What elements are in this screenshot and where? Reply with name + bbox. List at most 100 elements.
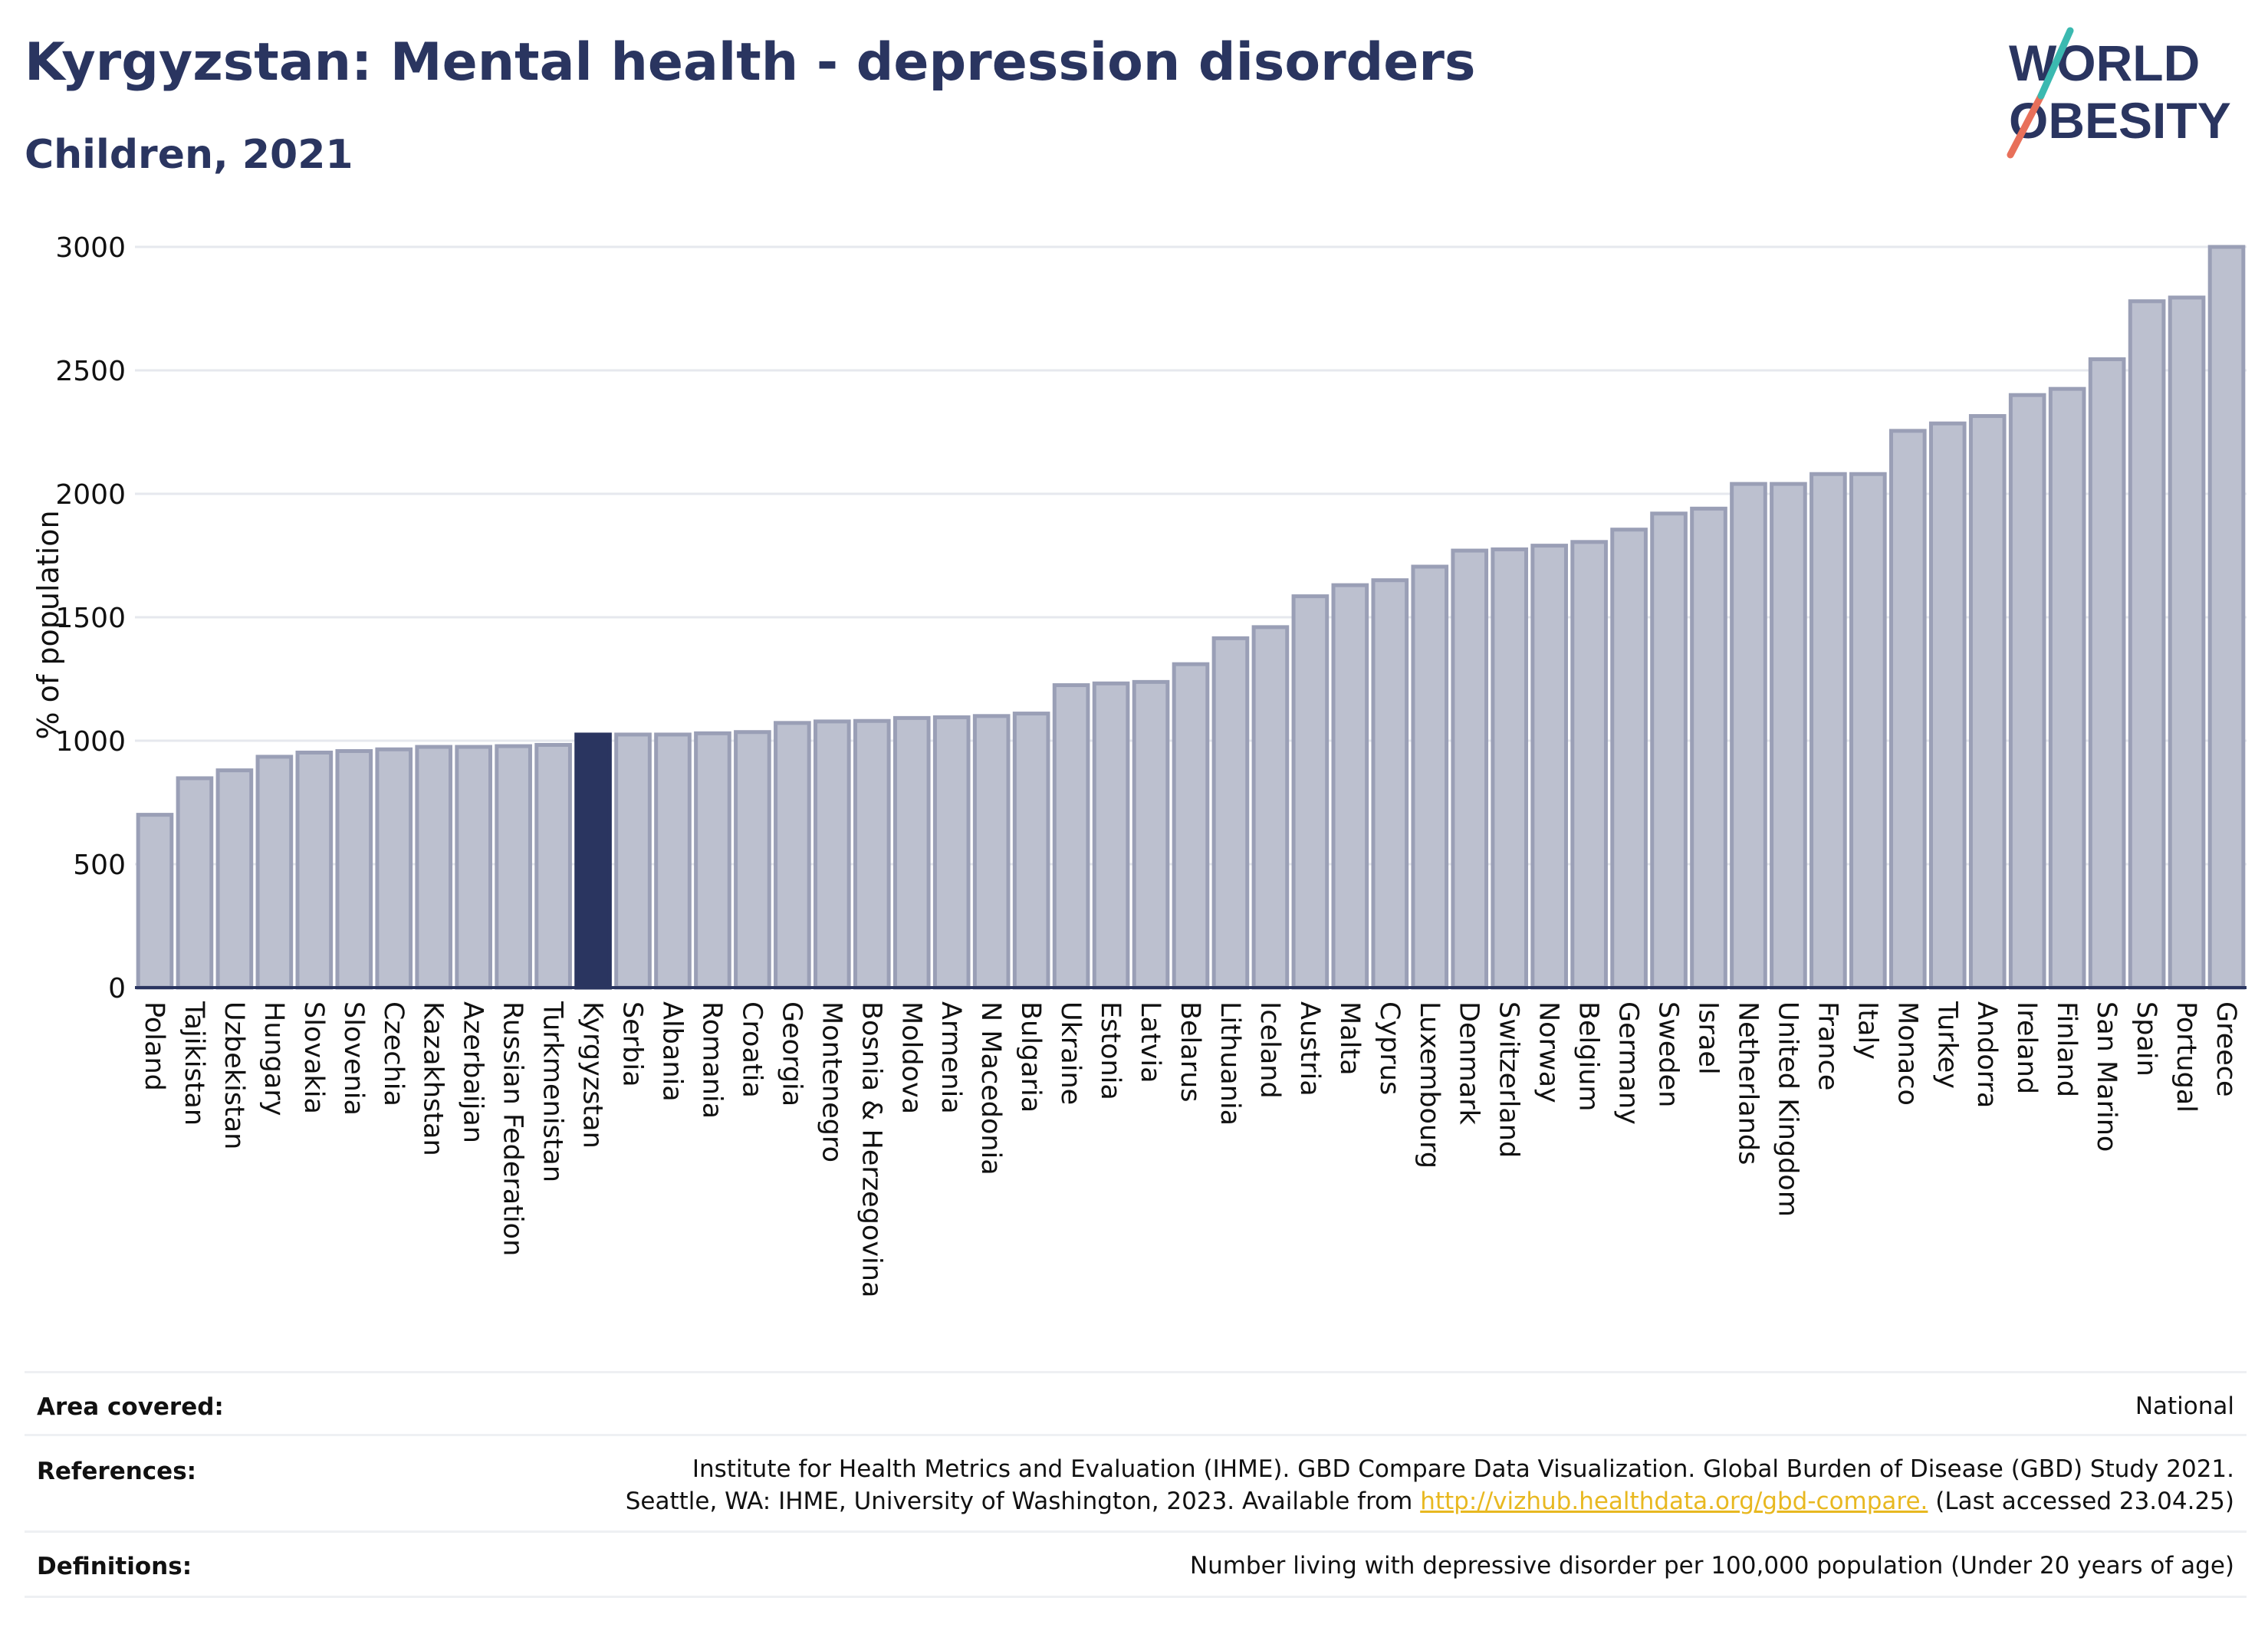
y-tick-label: 0 xyxy=(108,973,126,1004)
x-tick-label: Sweden xyxy=(1653,1001,1684,1107)
bar-montenegro xyxy=(814,719,851,990)
x-tick-label: Greece xyxy=(2210,1001,2241,1097)
references-line-2: Seattle, WA: IHME, University of Washing… xyxy=(626,1485,2234,1517)
bar-bosnia-herzegovina xyxy=(853,718,891,990)
x-tick-label: Azerbaijan xyxy=(458,1001,488,1143)
bar-finland xyxy=(2048,386,2086,990)
x-tick-label: Germany xyxy=(1613,1001,1644,1125)
bar-austria xyxy=(1291,594,1330,990)
bar-malta xyxy=(1331,583,1369,990)
bar-cyprus xyxy=(1371,578,1409,990)
bar-moldova xyxy=(892,715,931,990)
bar-estonia xyxy=(1092,681,1130,990)
definitions-label: Definitions: xyxy=(37,1553,192,1580)
bar-armenia xyxy=(932,715,971,990)
x-tick-label: Iceland xyxy=(1254,1001,1285,1099)
bar-luxembourg xyxy=(1411,564,1449,990)
references-value: Institute for Health Metrics and Evaluat… xyxy=(626,1453,2234,1517)
svg-text:WORLD: WORLD xyxy=(2009,35,2200,91)
x-tick-label: Armenia xyxy=(935,1001,966,1114)
bar-ukraine xyxy=(1052,683,1090,990)
y-axis-label: % of population xyxy=(31,510,65,739)
x-tick-label: Luxembourg xyxy=(1414,1001,1445,1169)
x-tick-label: Cyprus xyxy=(1374,1001,1405,1095)
area-label: Area covered: xyxy=(37,1393,224,1421)
bar-spain xyxy=(2128,299,2166,990)
bar-israel xyxy=(1690,506,1727,990)
x-tick-label: Georgia xyxy=(776,1001,807,1106)
references-line-2-pre: Seattle, WA: IHME, University of Washing… xyxy=(625,1488,1421,1515)
x-tick-label: Slovenia xyxy=(338,1001,369,1116)
footer-area-row: Area covered: National xyxy=(25,1371,2247,1435)
bar-lithuania xyxy=(1211,636,1250,990)
x-tick-label: Serbia xyxy=(617,1001,648,1087)
x-tick-label: Latvia xyxy=(1135,1001,1165,1083)
x-tick-labels: Poland Tajikistan Uzbekistan Hungary Slovaki… xyxy=(139,1001,2241,1297)
bar-kazakhstan xyxy=(415,745,453,990)
bar-norway xyxy=(1530,544,1568,990)
bar-sweden xyxy=(1650,511,1688,990)
x-tick-label: Czechia xyxy=(378,1001,409,1106)
page-subtitle: Children, 2021 xyxy=(25,132,353,178)
x-tick-label: Turkmenistan xyxy=(537,1001,568,1182)
x-tick-label: Bosnia & Herzegovina xyxy=(856,1001,886,1297)
x-tick-label: Croatia xyxy=(736,1001,767,1098)
x-tick-label: Belgium xyxy=(1573,1001,1604,1112)
references-line-1: Institute for Health Metrics and Evaluat… xyxy=(692,1455,2234,1483)
x-tick-label: Malta xyxy=(1334,1001,1365,1076)
svg-text:OBESITY: OBESITY xyxy=(2009,92,2231,149)
x-tick-label: Monaco xyxy=(1892,1001,1922,1106)
references-label: References: xyxy=(37,1458,197,1485)
x-tick-label: Belarus xyxy=(1175,1001,1205,1103)
bar-turkmenistan xyxy=(534,742,572,990)
x-tick-label: San Marino xyxy=(2091,1001,2122,1152)
x-tick-label: Austria xyxy=(1294,1001,1325,1096)
x-tick-label: Poland xyxy=(139,1001,169,1091)
x-tick-label: Hungary xyxy=(258,1001,289,1116)
x-tick-label: Slovakia xyxy=(298,1001,329,1114)
bar-romania xyxy=(694,731,731,990)
x-tick-label: Romania xyxy=(696,1001,727,1119)
footer-definitions-row: Definitions: Number living with depressi… xyxy=(25,1530,2247,1598)
x-tick-label: Russian Federation xyxy=(498,1001,528,1256)
x-tick-label: France xyxy=(1812,1001,1842,1090)
bar-azerbaijan xyxy=(455,745,493,990)
bar-iceland xyxy=(1251,625,1290,990)
bar-albania xyxy=(654,732,692,990)
bar-chart: 0 500 1000 1500 2000 2500 3000 Poland Tajikista… xyxy=(31,232,2247,1297)
bar-kyrgyzstan xyxy=(574,732,612,990)
x-tick-label: Portugal xyxy=(2171,1001,2201,1113)
y-tick-labels: 0 500 1000 1500 2000 2500 3000 xyxy=(55,232,126,1004)
bar-san-marino xyxy=(2088,357,2126,990)
x-tick-label: Kyrgyzstan xyxy=(577,1001,608,1149)
footer-references-row: References: Institute for Health Metrics… xyxy=(25,1434,2247,1531)
y-tick-label: 1500 xyxy=(55,603,126,634)
bar-germany xyxy=(1610,528,1648,990)
x-tick-label: Denmark xyxy=(1454,1001,1484,1126)
x-tick-label: Kazakhstan xyxy=(418,1001,449,1156)
bar-france xyxy=(1809,472,1847,990)
y-tick-label: 2000 xyxy=(55,479,126,511)
x-tick-label: Tajikistan xyxy=(179,1001,209,1126)
bar-denmark xyxy=(1451,548,1489,990)
x-tick-label: Ireland xyxy=(2011,1001,2042,1094)
bar-russian-federation xyxy=(495,744,532,990)
references-link[interactable]: http://vizhub.healthdata.org/gbd-compare… xyxy=(1420,1488,1928,1515)
bar-united-kingdom xyxy=(1770,482,1807,990)
bar-latvia xyxy=(1132,679,1170,990)
bar-georgia xyxy=(774,721,811,990)
y-tick-label: 3000 xyxy=(55,232,126,264)
bar-bulgaria xyxy=(1012,712,1050,990)
x-tick-label: Finland xyxy=(2051,1001,2082,1097)
references-line-2-post: (Last accessed 23.04.25) xyxy=(1928,1488,2234,1515)
bar-n-macedonia xyxy=(972,714,1011,990)
bar-switzerland xyxy=(1491,547,1529,990)
bar-italy xyxy=(1849,472,1887,990)
x-tick-label: Uzbekistan xyxy=(219,1001,249,1149)
y-tick-label: 2500 xyxy=(55,356,126,387)
x-tick-label: Spain xyxy=(2131,1001,2161,1077)
x-tick-label: Italy xyxy=(1852,1001,1882,1060)
bar-poland xyxy=(136,813,174,990)
x-tick-label: United Kingdom xyxy=(1772,1001,1803,1217)
bar-monaco xyxy=(1888,429,1927,990)
